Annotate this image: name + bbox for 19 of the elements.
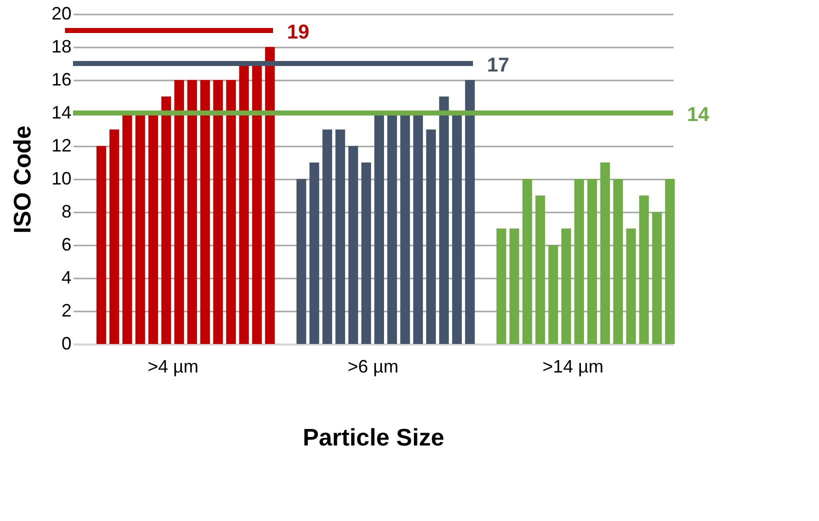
- y-tick-label: 14: [51, 102, 72, 122]
- ref-line-label: 19: [287, 22, 310, 44]
- y-tick-label: 16: [51, 70, 72, 90]
- x-tick-label: >14 µm: [542, 356, 604, 376]
- y-axis-title: ISO Code: [9, 125, 36, 234]
- y-tick-label: 0: [61, 334, 72, 354]
- y-tick-label: 8: [61, 202, 72, 222]
- y-tick-label: 12: [51, 136, 72, 156]
- y-tick-label: 20: [51, 4, 72, 24]
- y-tick-label: 2: [61, 300, 72, 320]
- ref-line-label: 14: [687, 104, 710, 126]
- x-tick-label: >4 µm: [148, 356, 198, 376]
- y-tick-label: 6: [61, 234, 72, 254]
- y-tick-label: 4: [61, 268, 72, 288]
- y-tick-label: 10: [51, 168, 72, 188]
- x-axis-title: Particle Size: [302, 424, 444, 452]
- ref-line-label: 17: [487, 54, 510, 76]
- y-tick-label: 18: [51, 36, 72, 56]
- x-tick-label: >6 µm: [348, 356, 398, 376]
